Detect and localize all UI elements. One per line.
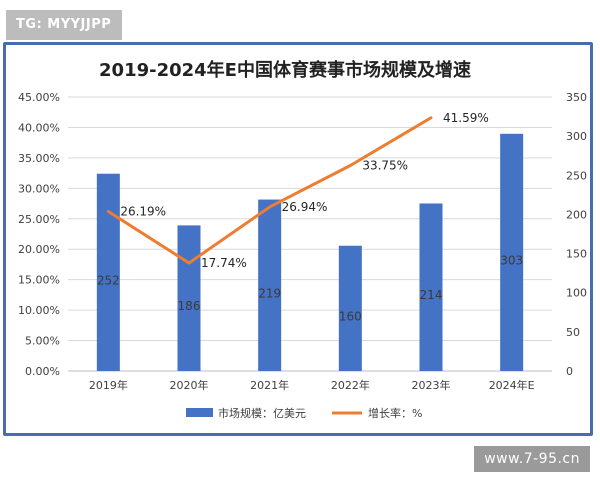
line-data-labels: 26.19% 17.74% 26.94% 33.75% 41.59%: [120, 111, 488, 270]
legend-line-label: 增长率：%: [368, 406, 422, 420]
line-series: [106, 116, 433, 265]
left-axis-ticks: 0.00% 5.00% 10.00% 15.00% 20.00% 25.00% 30.00%…: [18, 91, 60, 378]
x-tick-label: 2021年: [250, 378, 289, 392]
right-tick-label: 250: [566, 169, 587, 182]
left-tick-label: 35.00%: [18, 152, 60, 165]
left-tick-label: 10.00%: [18, 304, 60, 317]
x-axis-ticks: 2019年 2020年 2021年 2022年 2023年 2024年E: [89, 378, 535, 392]
right-tick-label: 100: [566, 287, 587, 300]
right-tick-label: 150: [566, 248, 587, 261]
bar-value-label: 186: [178, 299, 201, 313]
gridlines: [68, 96, 552, 372]
right-tick-label: 300: [566, 130, 587, 143]
line-value-label: 41.59%: [443, 111, 489, 125]
x-tick-label: 2023年: [412, 378, 451, 392]
right-tick-label: 0: [566, 365, 573, 378]
legend-bar-swatch: [186, 408, 213, 417]
bar: [500, 133, 524, 371]
right-tick-label: 50: [566, 326, 580, 339]
left-tick-label: 0.00%: [25, 365, 60, 378]
bar: [96, 173, 120, 371]
watermark-tag: TG: MYYJJPP: [6, 10, 122, 40]
x-tick-label: 2019年: [89, 378, 128, 392]
x-tick-label: 2022年: [331, 378, 370, 392]
watermark-url: www.7-95.cn: [474, 446, 590, 472]
bar-value-label: 160: [339, 309, 362, 323]
left-tick-label: 5.00%: [25, 335, 60, 348]
bar-value-label: 252: [97, 273, 120, 287]
line-value-label: 26.94%: [282, 200, 328, 214]
left-tick-label: 45.00%: [18, 91, 60, 104]
bar-value-label: 303: [500, 253, 523, 267]
line-value-label: 17.74%: [201, 256, 247, 270]
growth-line: [106, 116, 433, 265]
left-tick-label: 40.00%: [18, 121, 60, 134]
right-axis-ticks: 0 50 100 150 200 250 300 350: [566, 91, 587, 378]
left-tick-label: 30.00%: [18, 182, 60, 195]
bar: [258, 199, 282, 371]
x-tick-label: 2020年: [170, 378, 209, 392]
bar-series: [96, 133, 524, 371]
bar: [419, 203, 443, 371]
chart-frame: [3, 42, 593, 436]
legend: 市场规模：亿美元 增长率：%: [186, 406, 422, 420]
legend-bar-label: 市场规模：亿美元: [218, 406, 306, 420]
x-tick-label: 2024年E: [489, 378, 535, 392]
bar-data-labels: 252 186 219 160 214 303: [97, 253, 523, 323]
chart-title: 2019-2024年E中国体育赛事市场规模及增速: [99, 59, 471, 81]
line-value-label: 33.75%: [362, 159, 408, 173]
left-tick-label: 20.00%: [18, 243, 60, 256]
right-tick-label: 200: [566, 208, 587, 221]
bar: [177, 225, 201, 371]
bar: [338, 245, 362, 371]
bar-value-label: 219: [258, 286, 281, 300]
left-tick-label: 25.00%: [18, 213, 60, 226]
left-tick-label: 15.00%: [18, 274, 60, 287]
right-tick-label: 350: [566, 91, 587, 104]
line-value-label: 26.19%: [120, 205, 166, 219]
bar-value-label: 214: [420, 288, 443, 302]
